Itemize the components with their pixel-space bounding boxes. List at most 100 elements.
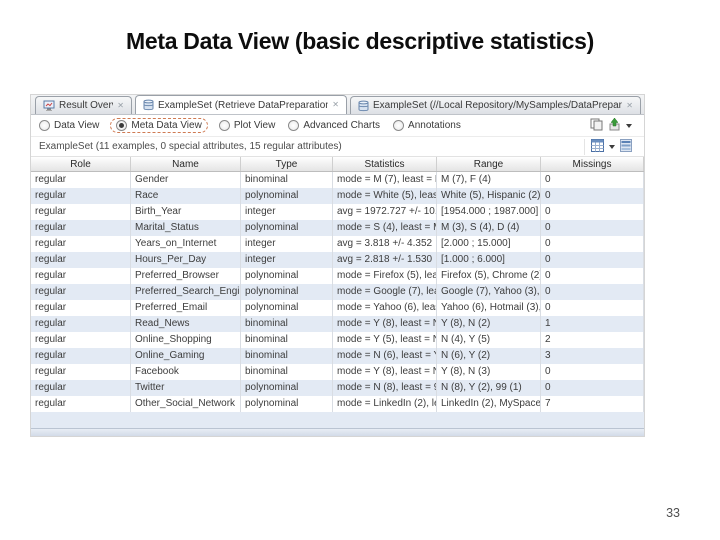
cell-range: N (4), Y (5) bbox=[437, 332, 541, 348]
cell-range: Google (7), Yahoo (3), Bing (1 bbox=[437, 284, 541, 300]
cell-range: M (3), S (4), D (4) bbox=[437, 220, 541, 236]
tab-exampleset-retrieve[interactable]: ExampleSet (Retrieve DataPreparation Dat… bbox=[135, 95, 347, 114]
page-number: 33 bbox=[666, 506, 680, 520]
cell-name: Preferred_Search_Engine bbox=[131, 284, 241, 300]
table-row[interactable]: regular Preferred_Search_Engine polynomi… bbox=[31, 284, 644, 300]
table-row[interactable]: regular Birth_Year integer avg = 1972.72… bbox=[31, 204, 644, 220]
cell-missings: 0 bbox=[541, 364, 644, 380]
radio-label: Advanced Charts bbox=[303, 120, 381, 131]
cell-range: [1.000 ; 6.000] bbox=[437, 252, 541, 268]
cell-name: Gender bbox=[131, 172, 241, 188]
cell-role: regular bbox=[31, 332, 131, 348]
cell-range: White (5), Hispanic (2), Africa bbox=[437, 188, 541, 204]
cell-name: Preferred_Email bbox=[131, 300, 241, 316]
cell-range: M (7), F (4) bbox=[437, 172, 541, 188]
cell-role: regular bbox=[31, 268, 131, 284]
cell-role: regular bbox=[31, 396, 131, 412]
column-header-range[interactable]: Range bbox=[437, 157, 541, 171]
cell-type: integer bbox=[241, 236, 333, 252]
column-header-type[interactable]: Type bbox=[241, 157, 333, 171]
table-row[interactable]: regular Preferred_Email polynominal mode… bbox=[31, 300, 644, 316]
table-body: regular Gender binominal mode = M (7), l… bbox=[31, 172, 644, 412]
cell-range: [1954.000 ; 1987.000] bbox=[437, 204, 541, 220]
cell-name: Preferred_Browser bbox=[131, 268, 241, 284]
metadata-table: Role Name Type Statistics Range Missings… bbox=[31, 157, 644, 428]
cell-missings: 1 bbox=[541, 316, 644, 332]
cell-role: regular bbox=[31, 204, 131, 220]
cell-type: integer bbox=[241, 204, 333, 220]
dropdown-arrow-icon[interactable] bbox=[609, 144, 615, 149]
cell-type: binominal bbox=[241, 172, 333, 188]
dropdown-arrow-icon[interactable] bbox=[626, 123, 632, 128]
table-row[interactable]: regular Marital_Status polynominal mode … bbox=[31, 220, 644, 236]
table-row[interactable]: regular Other_Social_Network polynominal… bbox=[31, 396, 644, 412]
export-icon[interactable] bbox=[608, 117, 621, 134]
cell-missings: 0 bbox=[541, 268, 644, 284]
cell-range: Y (8), N (2) bbox=[437, 316, 541, 332]
cell-role: regular bbox=[31, 380, 131, 396]
screenshot-panel: Result Overview ✕ ExampleSet (Retrieve D… bbox=[30, 94, 645, 437]
radio-annotations[interactable]: Annotations bbox=[393, 120, 461, 131]
column-header-role[interactable]: Role bbox=[31, 157, 131, 171]
close-icon[interactable]: ✕ bbox=[332, 100, 339, 109]
cell-range: [2.000 ; 15.000] bbox=[437, 236, 541, 252]
viewbar-icons bbox=[590, 117, 636, 134]
cell-name: Marital_Status bbox=[131, 220, 241, 236]
table-row[interactable]: regular Hours_Per_Day integer avg = 2.81… bbox=[31, 252, 644, 268]
table-row[interactable]: regular Twitter polynominal mode = N (8)… bbox=[31, 380, 644, 396]
table-row[interactable]: regular Read_News binominal mode = Y (8)… bbox=[31, 316, 644, 332]
table-row[interactable]: regular Online_Shopping binominal mode =… bbox=[31, 332, 644, 348]
cell-role: regular bbox=[31, 188, 131, 204]
radio-data-view[interactable]: Data View bbox=[39, 120, 99, 131]
radio-circle bbox=[218, 120, 230, 131]
cell-name: Online_Shopping bbox=[131, 332, 241, 348]
cell-statistics: mode = LinkedIn (2), least = bbox=[333, 396, 437, 412]
close-icon[interactable]: ✕ bbox=[117, 100, 124, 110]
cell-missings: 3 bbox=[541, 348, 644, 364]
radio-plot-view[interactable]: Plot View bbox=[218, 120, 275, 131]
cell-missings: 0 bbox=[541, 172, 644, 188]
list-view-icon[interactable] bbox=[620, 138, 632, 155]
cell-role: regular bbox=[31, 348, 131, 364]
cell-statistics: mode = Y (8), least = N (3) bbox=[333, 364, 437, 380]
cell-name: Race bbox=[131, 188, 241, 204]
cell-statistics: mode = Y (8), least = N (2) bbox=[333, 316, 437, 332]
cell-range: LinkedIn (2), MySpace (1), Ot bbox=[437, 396, 541, 412]
table-row[interactable]: regular Facebook binominal mode = Y (8),… bbox=[31, 364, 644, 380]
tab-exampleset-repository[interactable]: ExampleSet (//Local Repository/MySamples… bbox=[350, 96, 641, 114]
cell-name: Hours_Per_Day bbox=[131, 252, 241, 268]
cell-role: regular bbox=[31, 284, 131, 300]
cell-missings: 0 bbox=[541, 220, 644, 236]
column-header-name[interactable]: Name bbox=[131, 157, 241, 171]
cell-type: polynominal bbox=[241, 380, 333, 396]
close-icon[interactable]: ✕ bbox=[626, 100, 633, 110]
cell-statistics: mode = Google (7), least = Bi bbox=[333, 284, 437, 300]
cell-name: Years_on_Internet bbox=[131, 236, 241, 252]
panel-bottom-strip bbox=[31, 428, 644, 436]
table-grid-icon[interactable] bbox=[591, 138, 604, 155]
column-header-missings[interactable]: Missings bbox=[541, 157, 644, 171]
cell-type: polynominal bbox=[241, 284, 333, 300]
radio-meta-data-view[interactable]: Meta Data View bbox=[110, 118, 208, 133]
cell-missings: 0 bbox=[541, 380, 644, 396]
cell-role: regular bbox=[31, 316, 131, 332]
cell-missings: 0 bbox=[541, 188, 644, 204]
result-overview-icon bbox=[43, 100, 55, 112]
table-row[interactable]: regular Gender binominal mode = M (7), l… bbox=[31, 172, 644, 188]
cell-name: Other_Social_Network bbox=[131, 396, 241, 412]
table-row[interactable]: regular Preferred_Browser polynominal mo… bbox=[31, 268, 644, 284]
cell-range: N (8), Y (2), 99 (1) bbox=[437, 380, 541, 396]
tab-result-overview[interactable]: Result Overview ✕ bbox=[35, 96, 132, 114]
cell-role: regular bbox=[31, 364, 131, 380]
cell-statistics: avg = 2.818 +/- 1.530 bbox=[333, 252, 437, 268]
cell-missings: 0 bbox=[541, 252, 644, 268]
radio-advanced-charts[interactable]: Advanced Charts bbox=[288, 120, 380, 131]
cell-statistics: avg = 1972.727 +/- 10.743 bbox=[333, 204, 437, 220]
table-row[interactable]: regular Race polynominal mode = White (5… bbox=[31, 188, 644, 204]
table-row[interactable]: regular Online_Gaming binominal mode = N… bbox=[31, 348, 644, 364]
column-header-statistics[interactable]: Statistics bbox=[333, 157, 437, 171]
table-row[interactable]: regular Years_on_Internet integer avg = … bbox=[31, 236, 644, 252]
copy-icon[interactable] bbox=[590, 118, 603, 134]
exampleset-icon bbox=[143, 99, 154, 111]
cell-type: polynominal bbox=[241, 300, 333, 316]
